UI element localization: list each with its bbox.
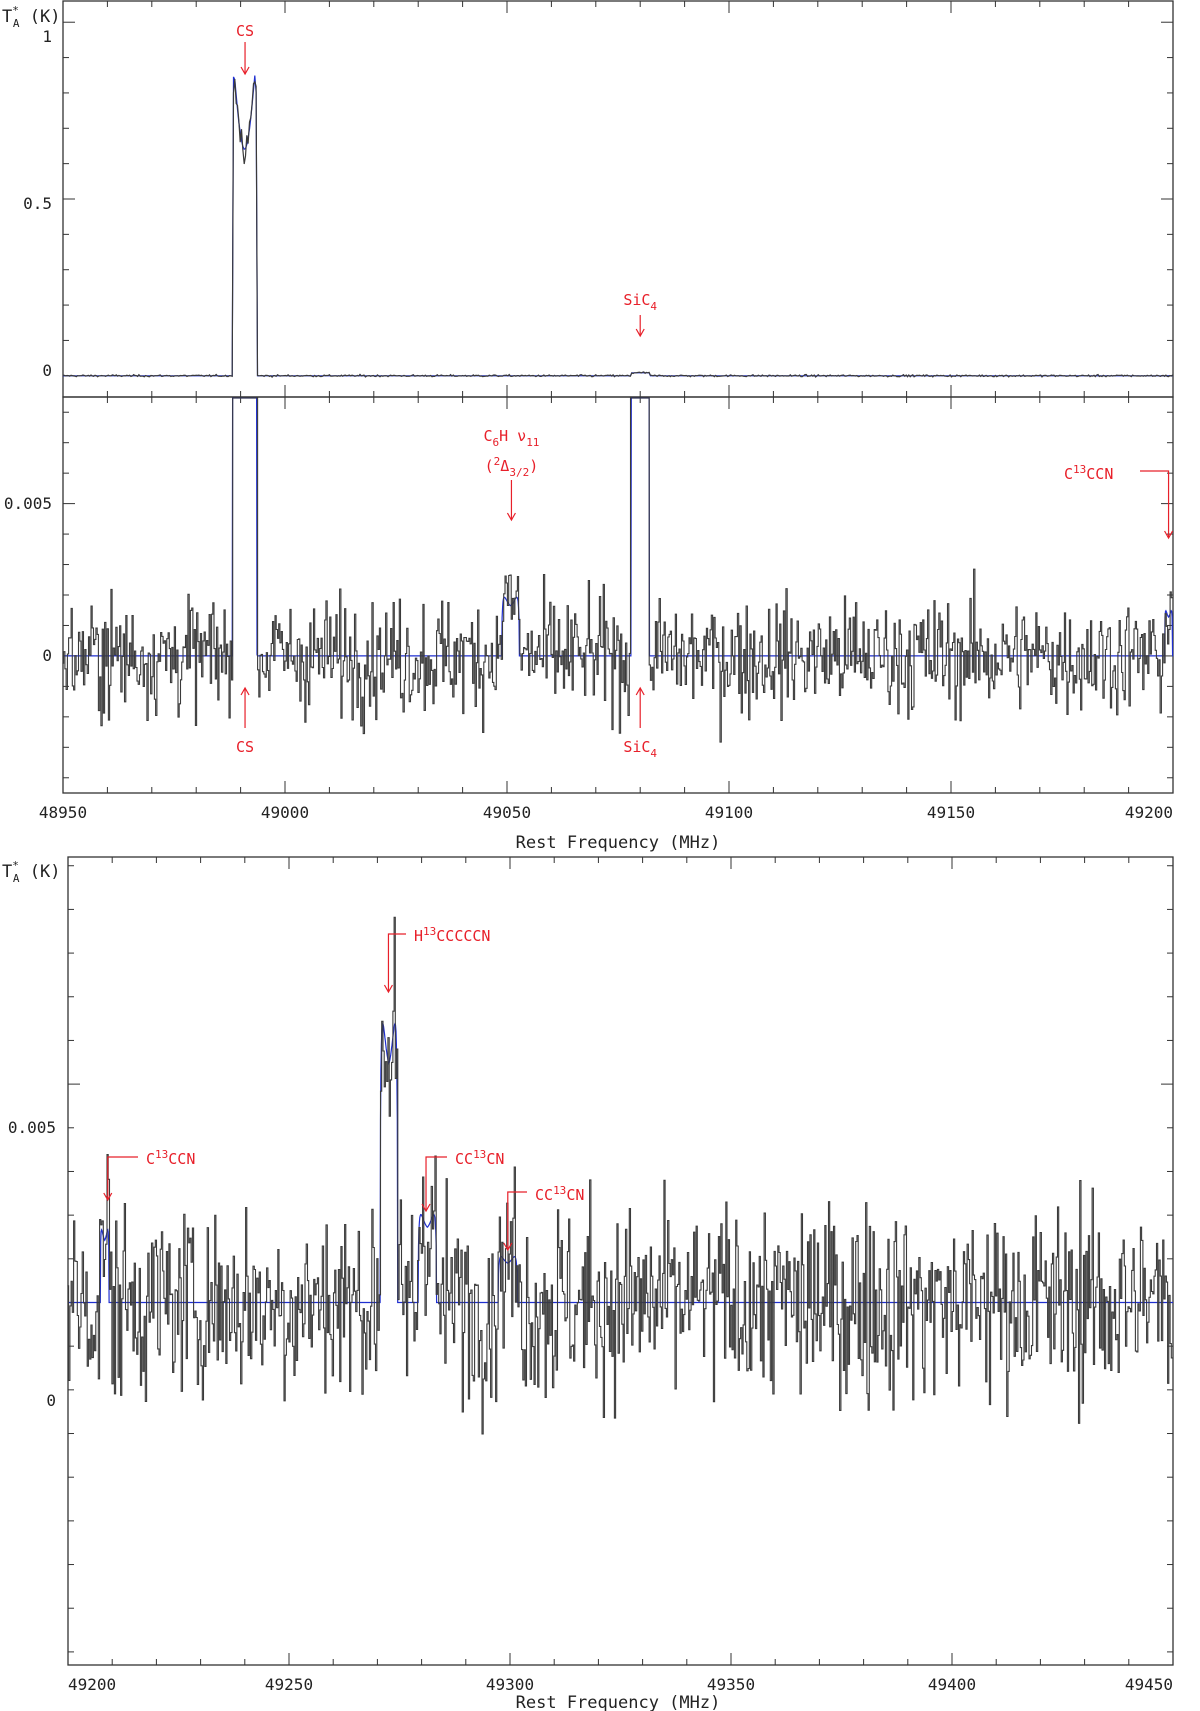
y-tick-label-bottom-0.005: 0.005: [8, 1118, 56, 1137]
x-tick-label-bottom-49300: 49300: [486, 1675, 534, 1694]
annotation-cs-top: CS: [236, 22, 254, 40]
top-overview-panel: CS SiC4 1 0.5 0 T* A (K): [2, 0, 1174, 398]
annotation-cc13cn-1-arrow-line: [425, 1156, 447, 1211]
annotation-cs-top-arrow-head: [240, 66, 250, 76]
y-tick-label-top-0: 0: [42, 361, 52, 380]
top-zoom-ticks: [62, 397, 1174, 793]
model-spectrum-zoom: [63, 397, 1174, 657]
x-tick-label-top-49000: 49000: [261, 803, 309, 822]
annotation-h13ccccn-arrow-head: [383, 984, 393, 994]
top-overview-observed: [62, 78, 1173, 378]
annotation-cs-bottom-arrow-head: [240, 686, 250, 696]
top-zoom-annotations: C6H ν11 (2Δ3/2) C13CCN CS SiC4: [236, 427, 1174, 760]
annotation-cc13cn-2-arrow-head: [503, 1242, 513, 1252]
x-tick-label-top-49050: 49050: [483, 803, 531, 822]
annotation-cs-bottom: CS: [236, 738, 254, 756]
top-overview-annotations: CS SiC4: [236, 22, 657, 338]
annotation-sic4-bottom: SiC4: [623, 738, 657, 760]
y-tick-label-top-1: 1: [42, 27, 52, 46]
x-tick-label-bottom-49200: 49200: [68, 1675, 116, 1694]
y-tick-label-zoom-0: 0: [42, 646, 52, 665]
x-tick-label-bottom-49450: 49450: [1125, 1675, 1173, 1694]
annotation-c13ccn-bottom-arrow-line: [107, 1156, 138, 1200]
y-axis-title-top: T* A (K): [2, 4, 60, 30]
x-axis-title-top: Rest Frequency (MHz): [516, 833, 721, 853]
model-spectrum-bottom: [68, 1021, 1173, 1304]
y-axis-title-bottom: T* A (K): [2, 859, 60, 885]
x-tick-label-bottom-49250: 49250: [265, 1675, 313, 1694]
y-tick-label-zoom-0.005: 0.005: [4, 494, 52, 513]
x-tick-label-top-49100: 49100: [705, 803, 753, 822]
annotation-c13ccn-top: C13CCN: [1064, 463, 1113, 483]
top-overview-model: [63, 75, 1173, 377]
top-zoom-frame: [62, 396, 1174, 794]
bottom-panel: H13CCCCCN C13CCN CC13CN CC13CN 0.005 0 4920…: [2, 856, 1174, 1711]
observed-spectrum-overview: [62, 78, 1173, 378]
top-zoom-panel: C6H ν11 (2Δ3/2) C13CCN CS SiC4 0.005 0 48950…: [4, 396, 1174, 853]
x-tick-label-bottom-49400: 49400: [928, 1675, 976, 1694]
top-overview-frame: [62, 0, 1174, 398]
annotation-sic4-top: SiC4: [623, 291, 657, 313]
x-tick-label-bottom-49350: 49350: [707, 1675, 755, 1694]
annotation-cc13cn-2-arrow-line: [507, 1191, 527, 1250]
bottom-model: [68, 1021, 1173, 1304]
annotation-c13ccn-bottom: C13CCN: [146, 1148, 195, 1168]
y-tick-label-bottom-0: 0: [46, 1391, 56, 1410]
x-tick-label-top-49200: 49200: [1125, 803, 1173, 822]
annotation-c13ccn-top-arrow-head: [1164, 530, 1174, 540]
observed-spectrum-zoom: [62, 397, 1173, 743]
annotation-sic4-top-arrow-head: [635, 328, 645, 338]
annotation-c6h-line1: C6H ν11: [483, 427, 539, 449]
annotation-c13ccn-bottom-arrow-head: [103, 1192, 113, 1202]
annotation-c13ccn-top-arrow-line: [1140, 470, 1170, 538]
x-axis-title-bottom: Rest Frequency (MHz): [516, 1693, 721, 1711]
annotation-h13ccccn: H13CCCCCN: [414, 925, 490, 945]
annotation-cc13cn-1-arrow-head: [421, 1203, 431, 1213]
top-zoom-model: [63, 397, 1174, 657]
annotation-c6h-arrow-head: [506, 512, 516, 522]
top-overview-ticks: [62, 1, 1174, 397]
x-tick-label-top-48950: 48950: [39, 803, 87, 822]
bottom-frame: [67, 856, 1174, 1666]
annotation-c6h-line2: (2Δ3/2): [485, 455, 539, 479]
bottom-annotations: H13CCCCCN C13CCN CC13CN CC13CN: [103, 925, 584, 1252]
annotation-cc13cn-1: CC13CN: [455, 1148, 504, 1168]
top-zoom-observed: [62, 397, 1173, 743]
x-tick-label-top-49150: 49150: [927, 803, 975, 822]
bottom-observed: [67, 916, 1173, 1435]
model-spectrum-overview: [63, 75, 1173, 377]
annotation-h13ccccn-arrow-line: [387, 933, 406, 992]
observed-spectrum-bottom: [67, 916, 1173, 1435]
annotation-cc13cn-2: CC13CN: [535, 1184, 584, 1204]
annotation-sic4-bottom-arrow-head: [635, 686, 645, 696]
y-tick-label-top-0.5: 0.5: [23, 194, 52, 213]
